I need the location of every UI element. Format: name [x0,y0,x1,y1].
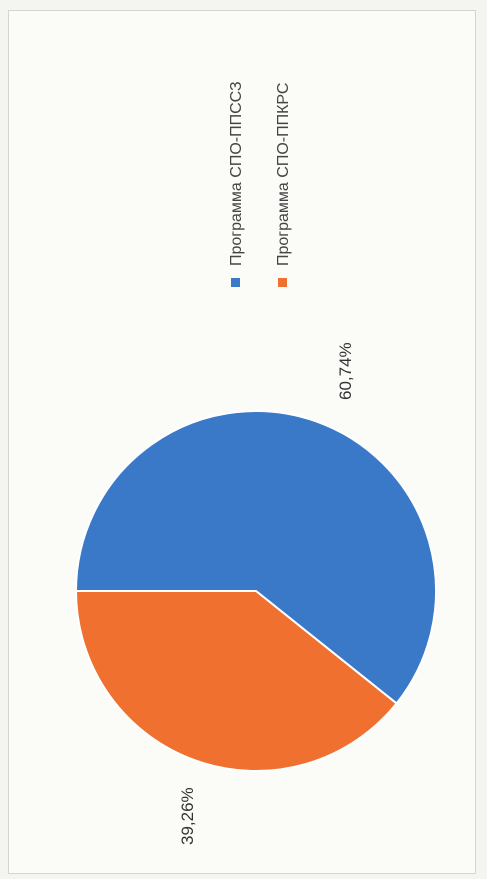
legend-label-ppkrs: Программа СПО-ППКРС [275,83,292,266]
legend-swatch-ppssz [231,278,240,287]
pie-slice-ppkrs [74,590,398,772]
legend-label-ppssz: Программа СПО-ППССЗ [228,81,245,266]
legend: Программа СПО-ППССЗ Программа СПО-ППКРС [228,81,292,287]
legend-swatch-ppkrs [278,278,287,287]
pie-slices [74,410,437,772]
data-label-ppkrs: 39,26% [178,787,197,845]
pie-slice-ppssz [74,410,437,705]
data-label-ppssz: 60,74% [336,342,355,400]
